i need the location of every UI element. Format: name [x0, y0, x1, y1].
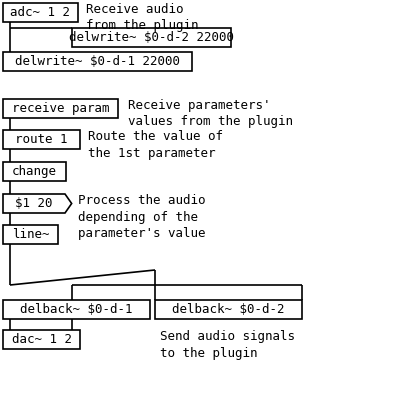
Text: dac~ 1 2: dac~ 1 2: [11, 333, 72, 346]
Text: Receive audio
from the plugin: Receive audio from the plugin: [86, 3, 198, 33]
Text: Process the audio
depending of the
parameter's value: Process the audio depending of the param…: [78, 194, 206, 240]
Bar: [155, 300, 302, 319]
Bar: [3, 225, 58, 244]
Text: change: change: [12, 165, 57, 178]
Text: adc~ 1 2: adc~ 1 2: [11, 6, 71, 19]
Text: delback~ $0-d-1: delback~ $0-d-1: [20, 303, 133, 316]
Text: receive param: receive param: [12, 102, 109, 115]
Text: Send audio signals
to the plugin: Send audio signals to the plugin: [160, 330, 295, 359]
Polygon shape: [3, 194, 72, 213]
Bar: [3, 99, 118, 118]
Text: delback~ $0-d-2: delback~ $0-d-2: [172, 303, 285, 316]
Bar: [3, 52, 192, 71]
Text: delwrite~ $0-d-2 22000: delwrite~ $0-d-2 22000: [69, 31, 234, 44]
Text: line~: line~: [12, 228, 49, 241]
Bar: [72, 28, 231, 47]
Bar: [3, 300, 150, 319]
Text: $1 20: $1 20: [15, 197, 53, 210]
Bar: [3, 330, 80, 349]
Text: route 1: route 1: [15, 133, 68, 146]
Text: Route the value of
the 1st parameter: Route the value of the 1st parameter: [88, 130, 223, 160]
Text: delwrite~ $0-d-1 22000: delwrite~ $0-d-1 22000: [15, 55, 180, 68]
Bar: [3, 162, 66, 181]
Bar: [3, 130, 80, 149]
Text: Receive parameters'
values from the plugin: Receive parameters' values from the plug…: [128, 99, 293, 129]
Bar: [3, 3, 78, 22]
